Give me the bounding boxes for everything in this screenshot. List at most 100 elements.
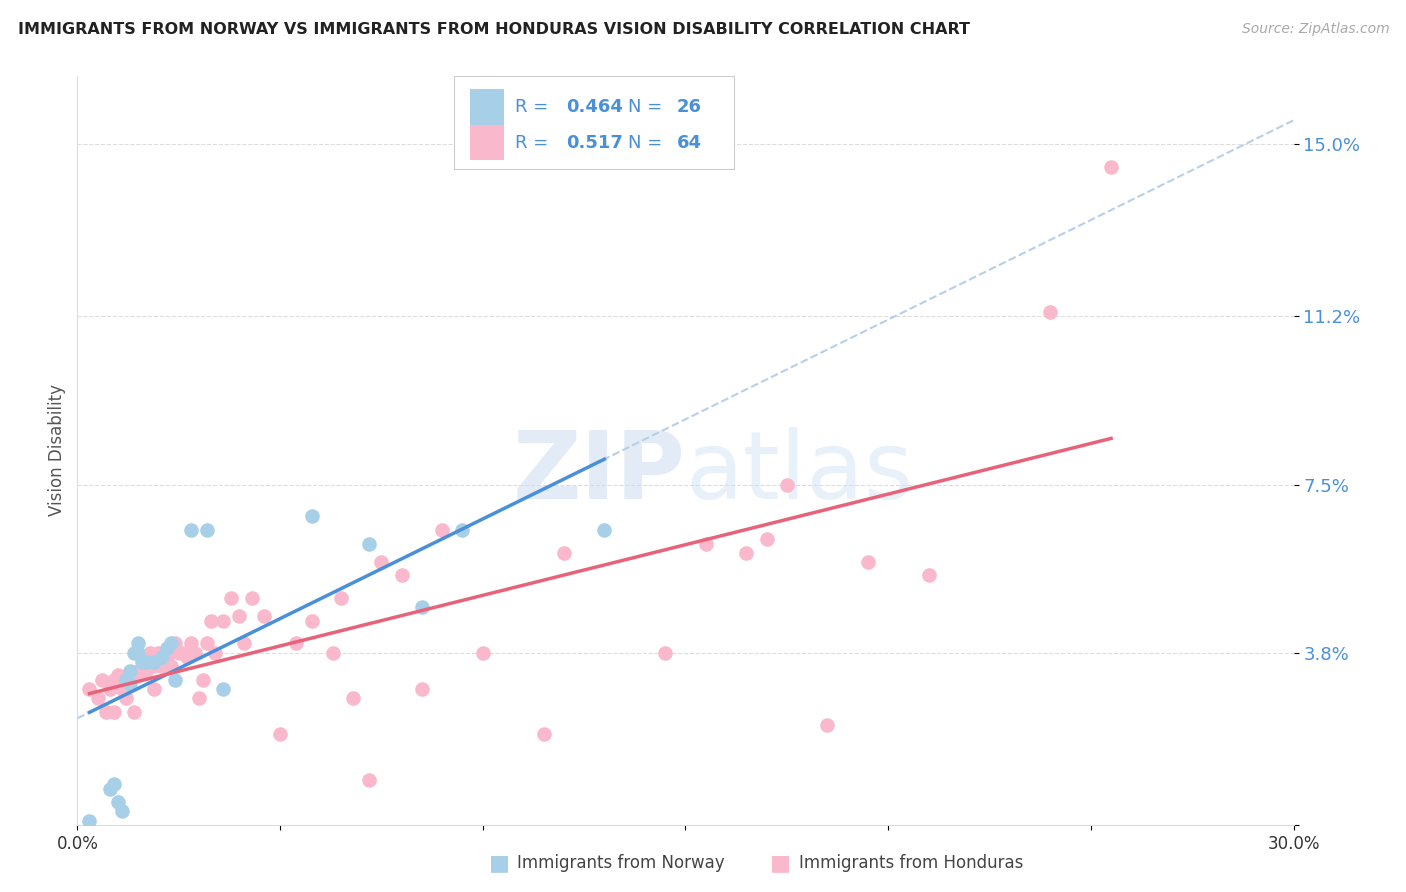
- Point: [654, 646, 676, 660]
- Point: [143, 659, 166, 673]
- Text: N =: N =: [628, 135, 668, 153]
- Point: [322, 646, 344, 660]
- Point: [430, 523, 453, 537]
- Point: [240, 591, 263, 605]
- Y-axis label: Vision Disability: Vision Disability: [48, 384, 66, 516]
- Point: [195, 523, 218, 537]
- Point: [329, 591, 352, 605]
- Point: [79, 814, 101, 828]
- Point: [370, 555, 392, 569]
- Point: [135, 655, 157, 669]
- Point: [155, 640, 177, 655]
- Point: [127, 668, 149, 682]
- Point: [127, 646, 149, 660]
- Point: [118, 664, 141, 678]
- Text: atlas: atlas: [686, 427, 914, 519]
- Point: [776, 477, 799, 491]
- Point: [111, 681, 134, 696]
- Point: [1099, 160, 1122, 174]
- Text: IMMIGRANTS FROM NORWAY VS IMMIGRANTS FROM HONDURAS VISION DISABILITY CORRELATION: IMMIGRANTS FROM NORWAY VS IMMIGRANTS FRO…: [18, 22, 970, 37]
- Point: [184, 646, 207, 660]
- Point: [593, 523, 616, 537]
- Text: Immigrants from Norway: Immigrants from Norway: [517, 855, 725, 872]
- Point: [131, 664, 153, 678]
- Point: [122, 646, 145, 660]
- Point: [152, 659, 174, 673]
- Point: [391, 568, 413, 582]
- Point: [159, 659, 181, 673]
- Text: 0.517: 0.517: [567, 135, 623, 153]
- Point: [122, 705, 145, 719]
- Point: [212, 681, 235, 696]
- Point: [200, 614, 222, 628]
- FancyBboxPatch shape: [470, 125, 505, 161]
- Point: [115, 690, 138, 705]
- Text: R =: R =: [515, 135, 554, 153]
- Point: [143, 681, 166, 696]
- Point: [118, 668, 141, 682]
- Point: [195, 636, 218, 650]
- Point: [180, 636, 202, 650]
- Point: [411, 600, 433, 615]
- Point: [856, 555, 879, 569]
- Point: [103, 705, 125, 719]
- Point: [135, 664, 157, 678]
- Point: [94, 705, 117, 719]
- Point: [172, 646, 194, 660]
- Point: [107, 668, 129, 682]
- Point: [98, 781, 121, 796]
- Point: [451, 523, 474, 537]
- Point: [139, 646, 162, 660]
- Point: [204, 646, 226, 660]
- Point: [180, 523, 202, 537]
- Point: [98, 681, 121, 696]
- Text: ■: ■: [770, 854, 790, 873]
- Text: R =: R =: [515, 98, 554, 116]
- Point: [103, 673, 125, 687]
- Text: Immigrants from Honduras: Immigrants from Honduras: [799, 855, 1024, 872]
- Point: [103, 777, 125, 791]
- Point: [755, 532, 778, 546]
- Point: [176, 650, 198, 665]
- Point: [155, 650, 177, 665]
- Text: 0.464: 0.464: [567, 98, 623, 116]
- Point: [167, 646, 190, 660]
- Point: [90, 673, 112, 687]
- Point: [115, 673, 138, 687]
- Point: [1039, 305, 1062, 319]
- Point: [359, 536, 381, 550]
- Point: [735, 546, 758, 560]
- Point: [107, 796, 129, 810]
- Point: [79, 681, 101, 696]
- Point: [232, 636, 254, 650]
- Point: [228, 609, 250, 624]
- Point: [163, 673, 186, 687]
- Point: [86, 690, 108, 705]
- Text: ZIP: ZIP: [513, 427, 686, 519]
- Point: [111, 805, 134, 819]
- Point: [285, 636, 308, 650]
- Point: [188, 690, 211, 705]
- Point: [411, 681, 433, 696]
- Point: [533, 727, 555, 741]
- Point: [127, 636, 149, 650]
- FancyBboxPatch shape: [454, 76, 734, 169]
- Point: [159, 636, 181, 650]
- Point: [131, 655, 153, 669]
- Text: N =: N =: [628, 98, 668, 116]
- Point: [143, 655, 166, 669]
- Point: [359, 772, 381, 787]
- Text: Source: ZipAtlas.com: Source: ZipAtlas.com: [1241, 22, 1389, 37]
- Point: [148, 646, 170, 660]
- Point: [221, 591, 243, 605]
- Point: [471, 646, 494, 660]
- Point: [301, 614, 323, 628]
- Point: [118, 677, 141, 691]
- Point: [127, 664, 149, 678]
- Point: [301, 509, 323, 524]
- Point: [815, 718, 838, 732]
- Point: [212, 614, 235, 628]
- Point: [553, 546, 575, 560]
- Point: [695, 536, 717, 550]
- Point: [152, 650, 174, 665]
